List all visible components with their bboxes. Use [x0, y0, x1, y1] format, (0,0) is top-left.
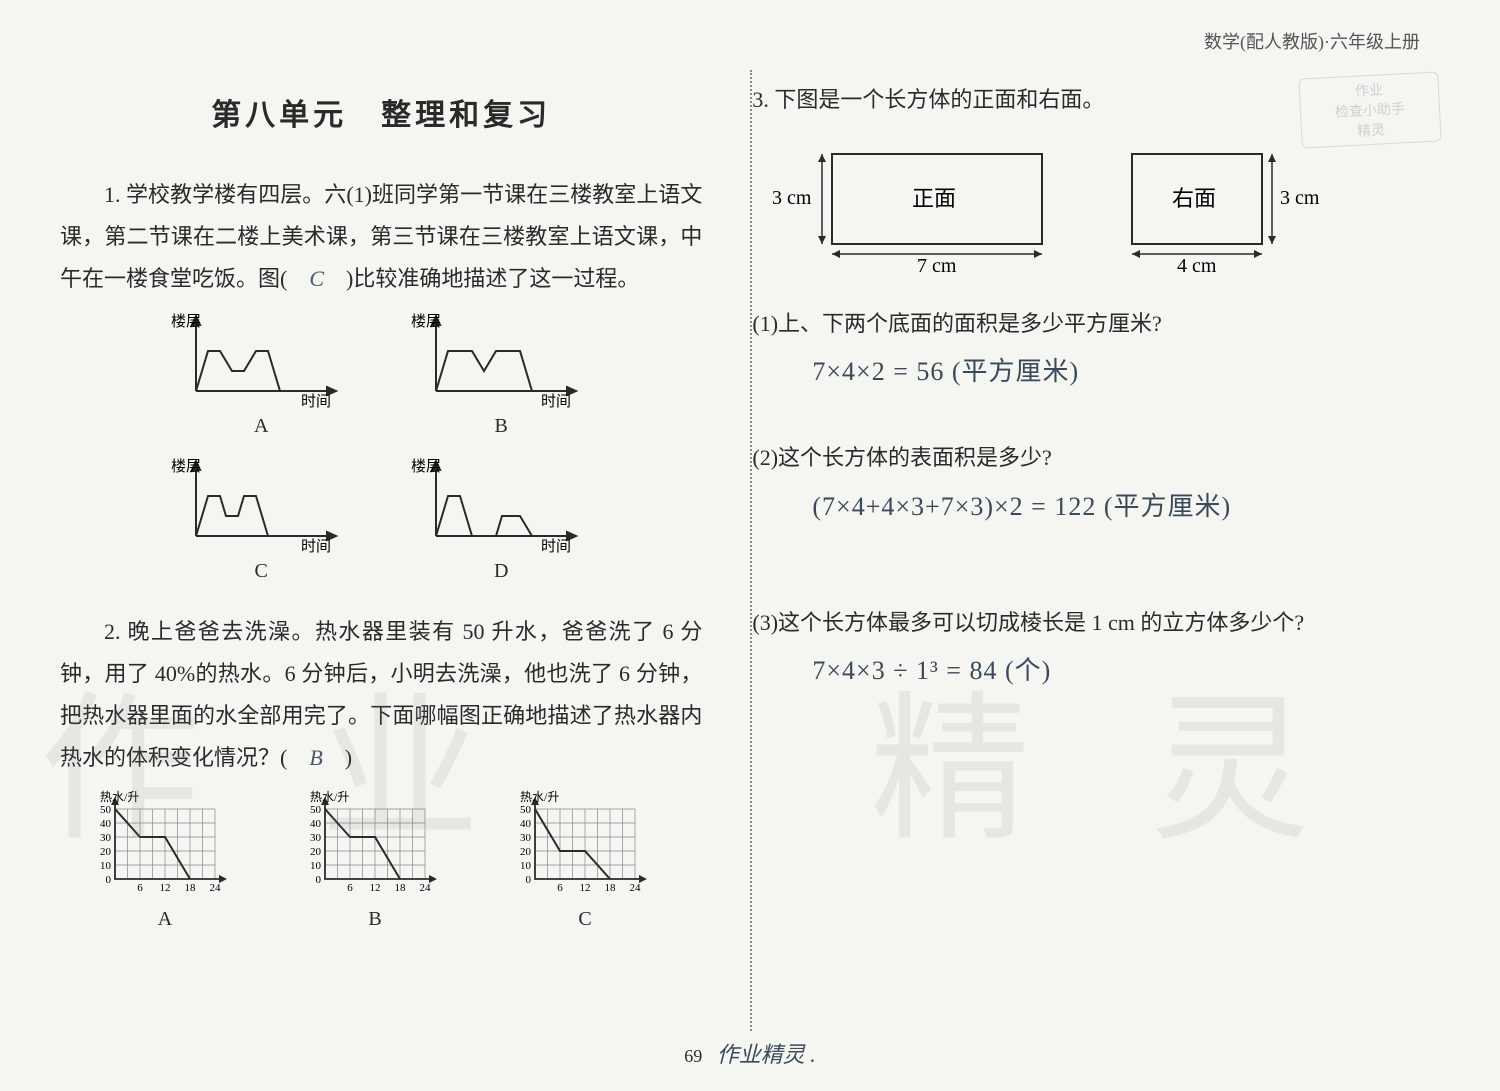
- svg-text:40: 40: [310, 818, 322, 830]
- q1-answer: C: [309, 266, 324, 291]
- q2-num: 2.: [104, 619, 121, 644]
- svg-text:6: 6: [347, 882, 353, 894]
- q2-charts: 0 10 20 30 40 50 6 12 18 24 热水/升 A 0 10 20 30 40 50 6 12 1…: [80, 789, 702, 931]
- q3-intro-text: 下图是一个长方体的正面和右面。: [774, 87, 1104, 112]
- chart-a-label: A: [171, 415, 351, 438]
- svg-text:6: 6: [557, 882, 563, 894]
- svg-text:24: 24: [420, 882, 432, 894]
- svg-text:0: 0: [316, 874, 322, 886]
- svg-text:12: 12: [160, 882, 171, 894]
- q2-text: 2. 晚上爸爸去洗澡。热水器里装有 50 升水，爸爸洗了 6 分钟，用了 40%…: [60, 611, 702, 778]
- stamp-line2: 检查小助手: [1335, 98, 1406, 122]
- column-divider: [750, 70, 752, 1031]
- q3-num: 3.: [752, 87, 769, 112]
- svg-text:10: 10: [100, 860, 112, 872]
- axis-y-label: 楼层: [171, 313, 201, 330]
- left-column: 第八单元 整理和复习 1. 学校教学楼有四层。六(1)班同学第一节课在三楼教室上…: [60, 30, 722, 1051]
- page-num-value: 69: [684, 1046, 702, 1066]
- chart2-c: 0 10 20 30 40 50 6 12 18 24 热水/升 C: [500, 789, 670, 931]
- q1-charts: 楼层 时间 A 楼层 时间 B: [171, 311, 591, 583]
- svg-text:10: 10: [310, 860, 322, 872]
- svg-text:热水/升: 热水/升: [310, 790, 349, 804]
- stamp-line1: 作业: [1354, 79, 1383, 100]
- svg-text:12: 12: [580, 882, 591, 894]
- svg-text:50: 50: [310, 804, 322, 816]
- q3-sub2-answer: (7×4+4×3+7×3)×2 = 122 (平方厘米): [812, 486, 1440, 523]
- svg-text:40: 40: [100, 818, 112, 830]
- svg-text:18: 18: [395, 882, 407, 894]
- chart-c: 楼层 时间 C: [171, 456, 351, 583]
- svg-text:30: 30: [100, 832, 112, 844]
- svg-text:6: 6: [137, 882, 143, 894]
- svg-text:50: 50: [100, 804, 112, 816]
- svg-text:20: 20: [310, 846, 322, 858]
- right-column: 3. 下图是一个长方体的正面和右面。 3 cm 7 cm 正面: [722, 30, 1440, 1051]
- axis-x-label: 时间: [301, 393, 331, 410]
- svg-text:20: 20: [100, 846, 112, 858]
- front-label: 正面: [912, 186, 956, 211]
- svg-text:40: 40: [520, 818, 532, 830]
- svg-text:30: 30: [310, 832, 322, 844]
- q2-before: 晚上爸爸去洗澡。热水器里装有 50 升水，爸爸洗了 6 分钟，用了 40%的热水…: [60, 619, 702, 769]
- svg-text:18: 18: [185, 882, 197, 894]
- chart-d: 楼层 时间 D: [411, 456, 591, 583]
- stamp-line3: 精灵: [1357, 119, 1386, 140]
- q3-diagram: 3 cm 7 cm 正面 3 cm: [772, 134, 1440, 274]
- q2-after: ): [323, 745, 352, 770]
- svg-text:0: 0: [526, 874, 532, 886]
- chart2-b-label: B: [290, 908, 460, 931]
- q1-after: )比较准确地描述了这一过程。: [324, 266, 639, 291]
- axis-x-label: 时间: [541, 393, 571, 410]
- svg-text:热水/升: 热水/升: [520, 790, 559, 804]
- q2-answer: B: [309, 745, 322, 770]
- axis-y-label: 楼层: [171, 458, 201, 475]
- svg-text:24: 24: [630, 882, 642, 894]
- svg-text:20: 20: [520, 846, 532, 858]
- q3-sub3: (3)这个长方体最多可以切成棱长是 1 cm 的立方体多少个?: [752, 603, 1440, 643]
- chart2-a-label: A: [80, 908, 250, 931]
- axis-x-label: 时间: [541, 538, 571, 555]
- svg-text:50: 50: [520, 804, 532, 816]
- book-info: 数学(配人教版)·六年级上册: [1204, 28, 1420, 54]
- q1-text: 1. 学校教学楼有四层。六(1)班同学第一节课在三楼教室上语文课，第二节课在二楼…: [60, 174, 702, 299]
- svg-text:30: 30: [520, 832, 532, 844]
- footer-hand: 作业精灵 .: [717, 1042, 816, 1067]
- page-number: 69 作业精灵 .: [684, 1037, 816, 1069]
- side-w-label: 4 cm: [1177, 255, 1217, 274]
- axis-y-label: 楼层: [411, 313, 441, 330]
- axis-x-label: 时间: [301, 538, 331, 555]
- side-h-label: 3 cm: [1280, 187, 1320, 209]
- front-h-label: 3 cm: [772, 187, 812, 209]
- axis-y-label: 楼层: [411, 458, 441, 475]
- front-w-label: 7 cm: [917, 255, 957, 274]
- svg-text:12: 12: [370, 882, 381, 894]
- svg-text:热水/升: 热水/升: [100, 790, 139, 804]
- chart-c-label: C: [171, 560, 351, 583]
- q3-sub1: (1)上、下两个底面的面积是多少平方厘米?: [752, 304, 1440, 344]
- q1-num: 1.: [104, 182, 121, 207]
- chart2-b: 0 10 20 30 40 50 6 12 18 24 热水/升 B: [290, 789, 460, 931]
- side-label: 右面: [1172, 186, 1216, 211]
- front-face: 3 cm 7 cm 正面: [772, 134, 1072, 274]
- chart-b-label: B: [411, 415, 591, 438]
- chart2-a: 0 10 20 30 40 50 6 12 18 24 热水/升 A: [80, 789, 250, 931]
- svg-text:0: 0: [106, 874, 112, 886]
- side-face: 3 cm 4 cm 右面: [1112, 134, 1332, 274]
- q3-sub3-answer: 7×4×3 ÷ 1³ = 84 (个): [812, 650, 1440, 687]
- chart2-c-label: C: [500, 908, 670, 931]
- chart-b: 楼层 时间 B: [411, 311, 591, 438]
- chart-d-label: D: [411, 560, 591, 583]
- section-title: 第八单元 整理和复习: [60, 90, 702, 134]
- chart-a: 楼层 时间 A: [171, 311, 351, 438]
- svg-text:10: 10: [520, 860, 532, 872]
- svg-text:24: 24: [210, 882, 222, 894]
- q3-sub1-answer: 7×4×2 = 56 (平方厘米): [812, 351, 1440, 388]
- q3-sub2: (2)这个长方体的表面积是多少?: [752, 438, 1440, 478]
- svg-text:18: 18: [605, 882, 617, 894]
